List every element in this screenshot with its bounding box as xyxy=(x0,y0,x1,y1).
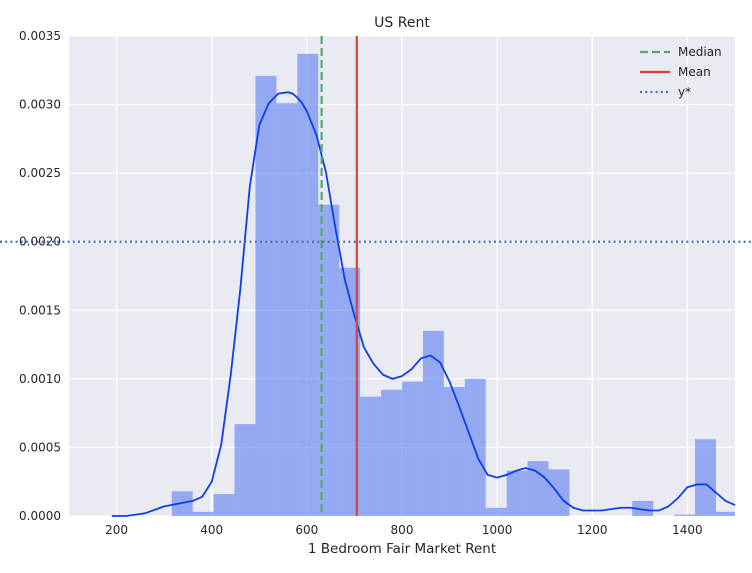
histogram-bar xyxy=(276,103,298,516)
histogram-bar xyxy=(527,461,549,516)
histogram-bar xyxy=(339,267,361,516)
histogram-bar xyxy=(381,389,402,516)
histogram-bar xyxy=(213,494,235,516)
legend: Median Mean y* xyxy=(640,45,722,99)
histogram-bar xyxy=(192,511,214,516)
histogram-bar xyxy=(443,387,465,516)
reference-lines xyxy=(0,36,752,516)
x-tick-label: 200 xyxy=(105,523,128,537)
histogram-bar xyxy=(506,470,528,516)
legend-label-y-star: y* xyxy=(678,85,691,99)
x-tick-label: 600 xyxy=(295,523,318,537)
legend-label-median: Median xyxy=(678,45,722,59)
histogram-bar xyxy=(255,75,277,517)
y-tick-label: 0.0035 xyxy=(19,29,61,43)
legend-label-mean: Mean xyxy=(678,65,711,79)
histogram-bar xyxy=(360,396,382,516)
histogram-bars xyxy=(171,53,735,517)
x-tick-label: 1200 xyxy=(577,523,608,537)
kde-curve xyxy=(111,91,736,517)
chart-title: US Rent xyxy=(374,15,430,31)
x-tick-label: 400 xyxy=(200,523,223,537)
histogram-bar xyxy=(632,500,654,516)
kde-line xyxy=(111,91,736,517)
histogram-bar xyxy=(485,507,507,516)
histogram-bar xyxy=(402,381,423,516)
histogram-bar xyxy=(464,378,486,516)
y-tick-labels: 0.0000 0.0005 0.0010 0.0015 0.0020 0.0025 0.00… xyxy=(19,29,61,523)
y-tick-label: 0.0030 xyxy=(19,98,61,112)
y-tick-label: 0.0005 xyxy=(19,440,61,454)
histogram-bar xyxy=(715,511,735,516)
histogram-bar xyxy=(695,439,716,516)
histogram-bar xyxy=(297,53,319,516)
histogram-bar xyxy=(318,204,340,516)
y-tick-label: 0.0000 xyxy=(19,509,61,523)
y-tick-label: 0.0015 xyxy=(19,303,61,317)
x-tick-label: 1000 xyxy=(482,523,513,537)
y-tick-label: 0.0025 xyxy=(19,166,61,180)
x-tick-label: 800 xyxy=(391,523,414,537)
x-tick-labels: 200 400 600 800 1000 1200 1400 xyxy=(105,523,703,537)
x-tick-label: 1400 xyxy=(672,523,703,537)
x-axis-label: 1 Bedroom Fair Market Rent xyxy=(308,541,496,557)
histogram-bar xyxy=(234,424,256,516)
histogram-bar xyxy=(548,469,570,516)
y-tick-label: 0.0010 xyxy=(19,372,61,386)
histogram-bar xyxy=(674,514,696,516)
histogram-bar xyxy=(422,330,444,516)
y-tick-label: 0.0020 xyxy=(19,235,61,249)
